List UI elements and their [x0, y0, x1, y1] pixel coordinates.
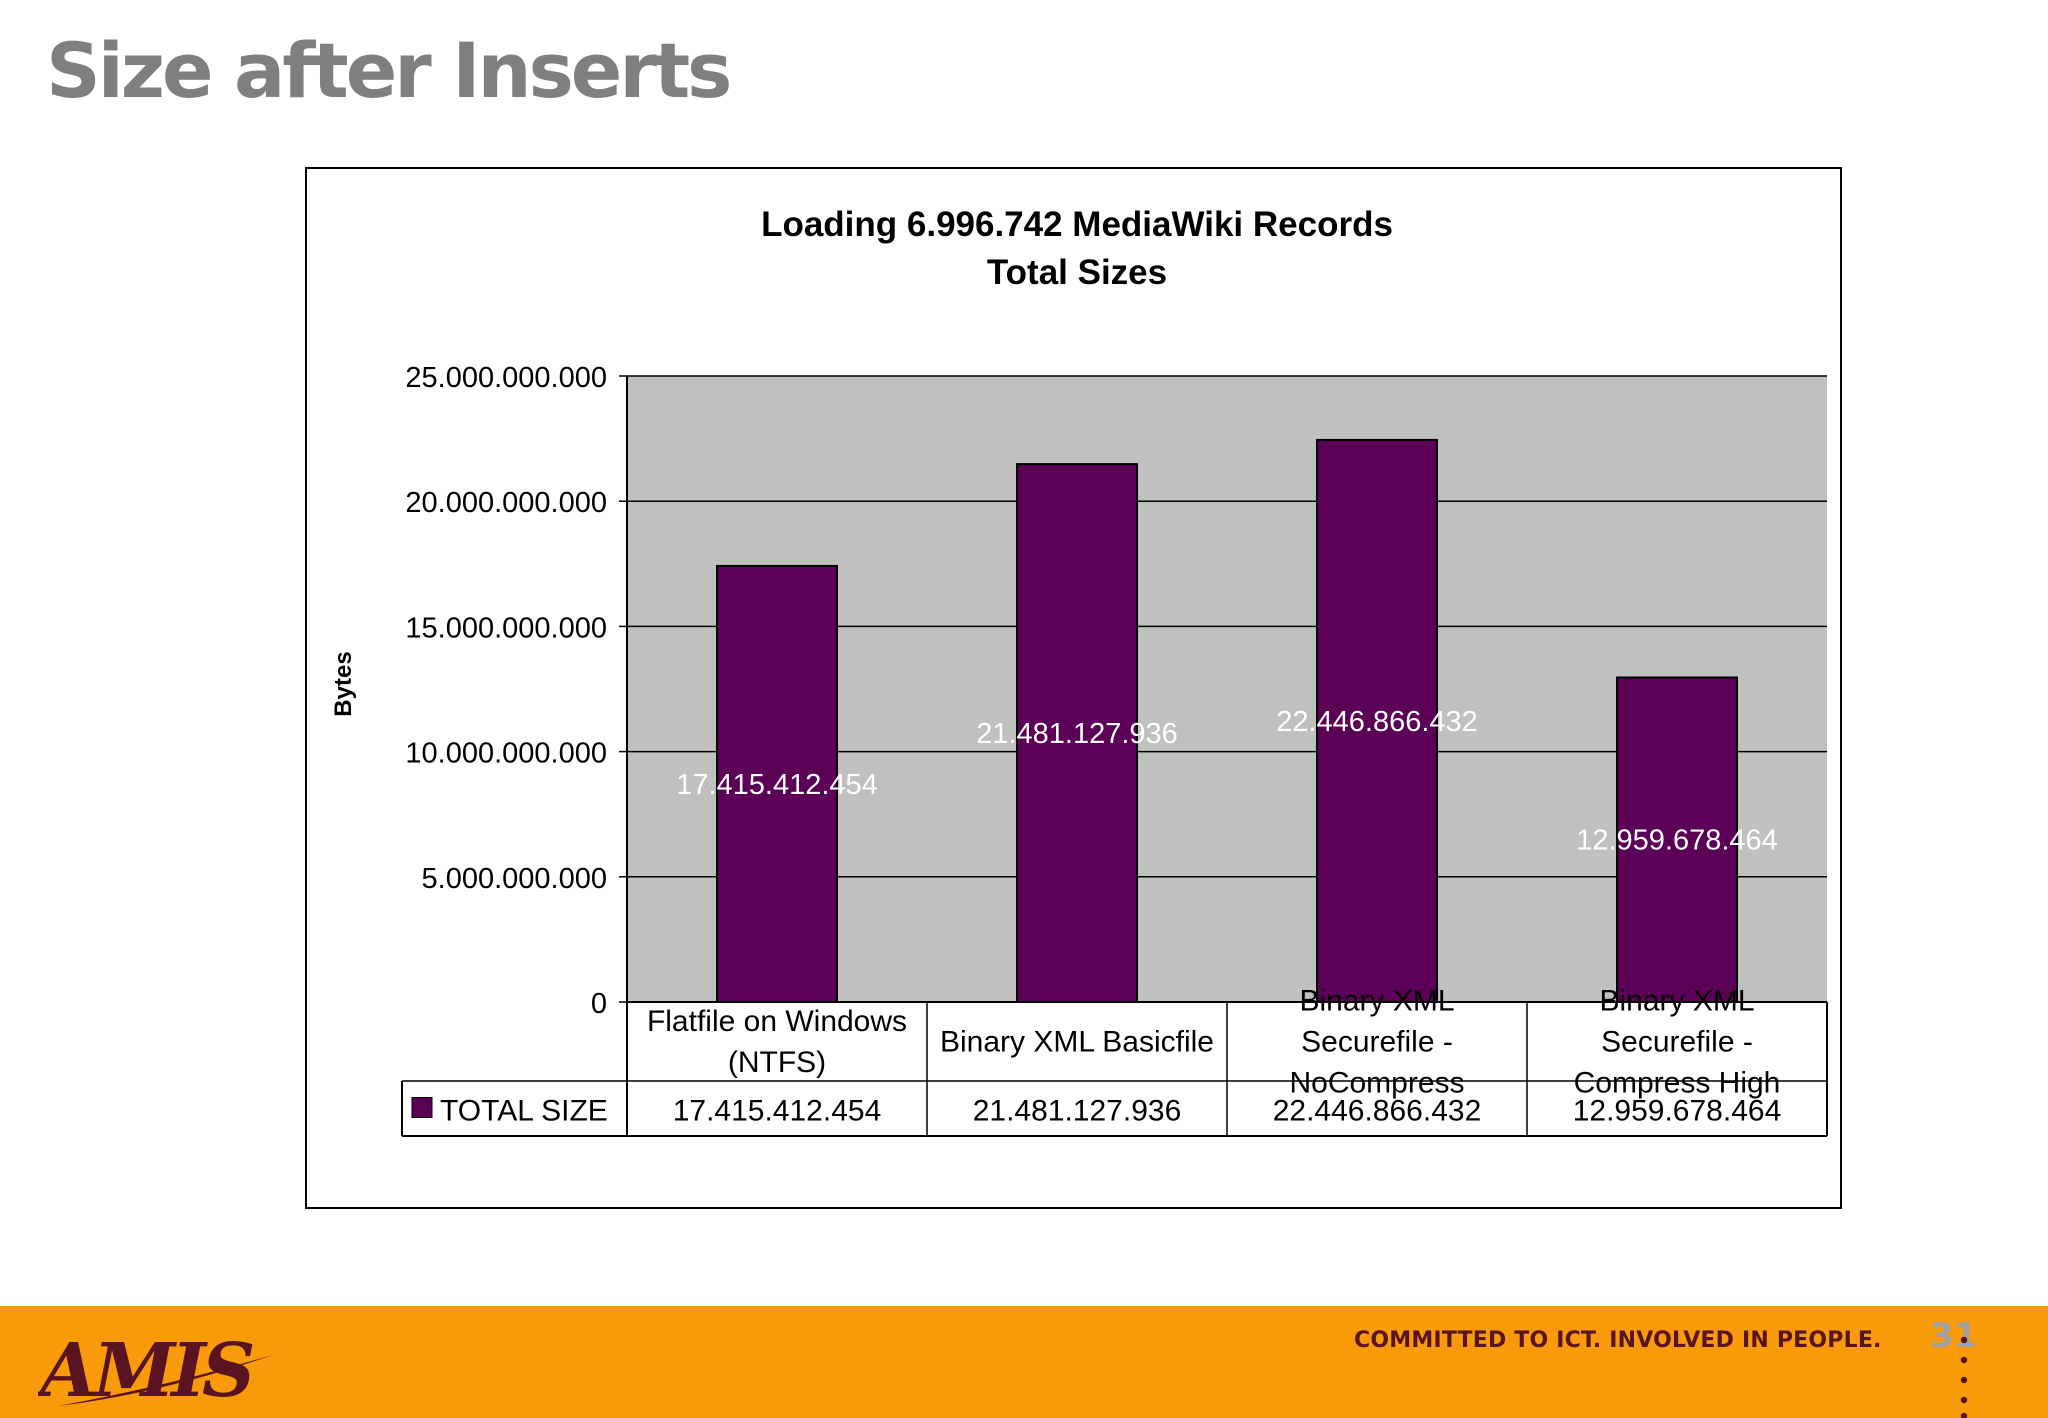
- y-tick-label: 25.000.000.000: [405, 362, 607, 394]
- data-label: 12.959.678.464: [1576, 825, 1778, 857]
- data-label: 21.481.127.936: [976, 718, 1178, 750]
- category-label: Binary XML: [1299, 985, 1454, 1018]
- table-value: 12.959.678.464: [1573, 1095, 1782, 1128]
- bar-chart: Loading 6.996.742 MediaWiki Records Tota…: [330, 205, 1828, 1137]
- amis-logo: AMIS: [38, 1328, 276, 1410]
- bar: [1616, 676, 1738, 1003]
- category-label: Securefile -: [1301, 1026, 1453, 1059]
- footer-slogan: COMMITTED TO ICT. INVOLVED IN PEOPLE.: [1354, 1328, 1882, 1353]
- category-label: NoCompress: [1289, 1067, 1464, 1100]
- dotted-line: [1960, 1336, 1968, 1418]
- table-value: 21.481.127.936: [973, 1095, 1182, 1128]
- y-tick-label: 5.000.000.000: [422, 863, 607, 895]
- table-value: 17.415.412.454: [673, 1095, 882, 1128]
- chart-title: Loading 6.996.742 MediaWiki Records: [761, 205, 1393, 244]
- y-tick-label: 20.000.000.000: [405, 487, 607, 519]
- table-value: 22.446.866.432: [1273, 1095, 1482, 1128]
- logo-text: AMIS: [38, 1328, 253, 1410]
- slide-title: Size after Inserts: [46, 26, 732, 115]
- category-label: Binary XML: [1599, 985, 1754, 1018]
- legend-swatch: [411, 1097, 433, 1118]
- legend-label: TOTAL SIZE: [440, 1095, 608, 1128]
- category-label: Flatfile on Windows: [647, 1005, 907, 1038]
- page-number: 31: [1930, 1316, 1978, 1356]
- category-label: Securefile -: [1601, 1026, 1753, 1059]
- chart-frame: Loading 6.996.742 MediaWiki Records Tota…: [305, 167, 1842, 1209]
- bar: [716, 564, 838, 1003]
- category-label: (NTFS): [728, 1046, 826, 1079]
- y-axis-label: Bytes: [330, 651, 357, 716]
- data-label: 17.415.412.454: [676, 769, 878, 801]
- chart-subtitle: Total Sizes: [987, 253, 1167, 292]
- footer-bar: AMIS COMMITTED TO ICT. INVOLVED IN PEOPL…: [0, 1306, 2048, 1418]
- category-label: Compress High: [1574, 1067, 1781, 1100]
- y-tick-label: 15.000.000.000: [405, 612, 607, 644]
- category-label: Binary XML Basicfile: [940, 1026, 1214, 1059]
- y-tick-label: 10.000.000.000: [405, 738, 607, 770]
- y-tick-label: 0: [591, 988, 607, 1020]
- data-label: 22.446.866.432: [1276, 706, 1478, 738]
